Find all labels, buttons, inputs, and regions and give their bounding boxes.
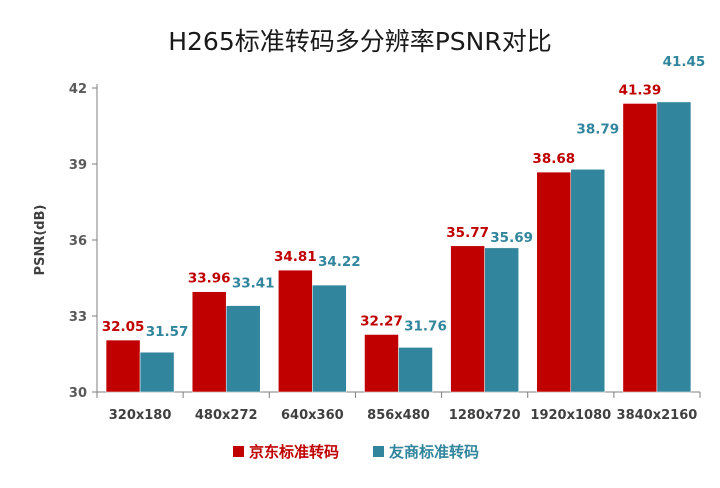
- y-tick-label: 39: [69, 158, 87, 173]
- y-axis-label: PSNR(dB): [33, 205, 48, 276]
- x-tick-label: 320x180: [109, 408, 172, 423]
- y-tick-label: 33: [69, 310, 87, 325]
- data-label-series-2: 31.76: [404, 318, 447, 334]
- bar-series-1: [191, 291, 227, 393]
- x-tick-label: 1920x1080: [530, 408, 611, 423]
- data-label-series-2: 34.22: [318, 254, 361, 270]
- x-tick-label: 856x480: [367, 408, 430, 423]
- bar-series-1: [105, 339, 141, 393]
- data-label-series-2: 41.45: [663, 54, 706, 70]
- bar-series-2: [570, 169, 606, 393]
- bar-series-1: [450, 245, 485, 393]
- legend-swatch: [233, 446, 244, 457]
- x-tick-label: 3840x2160: [617, 408, 698, 423]
- bar-series-1: [622, 103, 658, 393]
- bar-series-2: [398, 347, 433, 393]
- legend-label: 友商标准转码: [389, 443, 479, 461]
- bar-series-2: [225, 305, 261, 393]
- data-label-series-1: 34.81: [274, 249, 317, 265]
- data-label-series-2: 35.69: [490, 230, 533, 246]
- data-label-series-1: 38.68: [532, 151, 575, 167]
- data-label-series-2: 38.79: [576, 121, 619, 137]
- y-tick-label: 36: [69, 234, 87, 249]
- bar-series-1: [278, 269, 313, 393]
- legend: 京东标准转码 友商标准转码: [233, 443, 479, 461]
- data-label-series-1: 32.27: [360, 313, 403, 329]
- y-tick-label: 42: [69, 82, 87, 97]
- bar-series-1: [364, 334, 399, 393]
- data-label-series-1: 35.77: [446, 225, 489, 241]
- bar-series-2: [139, 351, 175, 393]
- data-label-series-1: 32.05: [102, 319, 145, 335]
- data-label-series-2: 31.57: [146, 324, 189, 340]
- data-label-series-1: 41.39: [619, 82, 662, 98]
- data-label-series-2: 33.41: [232, 276, 275, 292]
- x-tick-label: 480x272: [195, 408, 258, 423]
- bar-series-2: [312, 284, 347, 393]
- y-tick-label: 30: [69, 386, 87, 401]
- legend-swatch: [373, 446, 384, 457]
- data-label-series-1: 33.96: [188, 271, 231, 287]
- bar-series-2: [656, 101, 692, 393]
- x-tick-label: 1280x720: [449, 408, 521, 423]
- bar-series-1: [536, 171, 572, 393]
- bar-series-2: [484, 247, 519, 393]
- x-tick-label: 640x360: [281, 408, 344, 423]
- chart-title: H265标准转码多分辨率PSNR对比: [168, 27, 552, 56]
- legend-label: 京东标准转码: [249, 443, 339, 461]
